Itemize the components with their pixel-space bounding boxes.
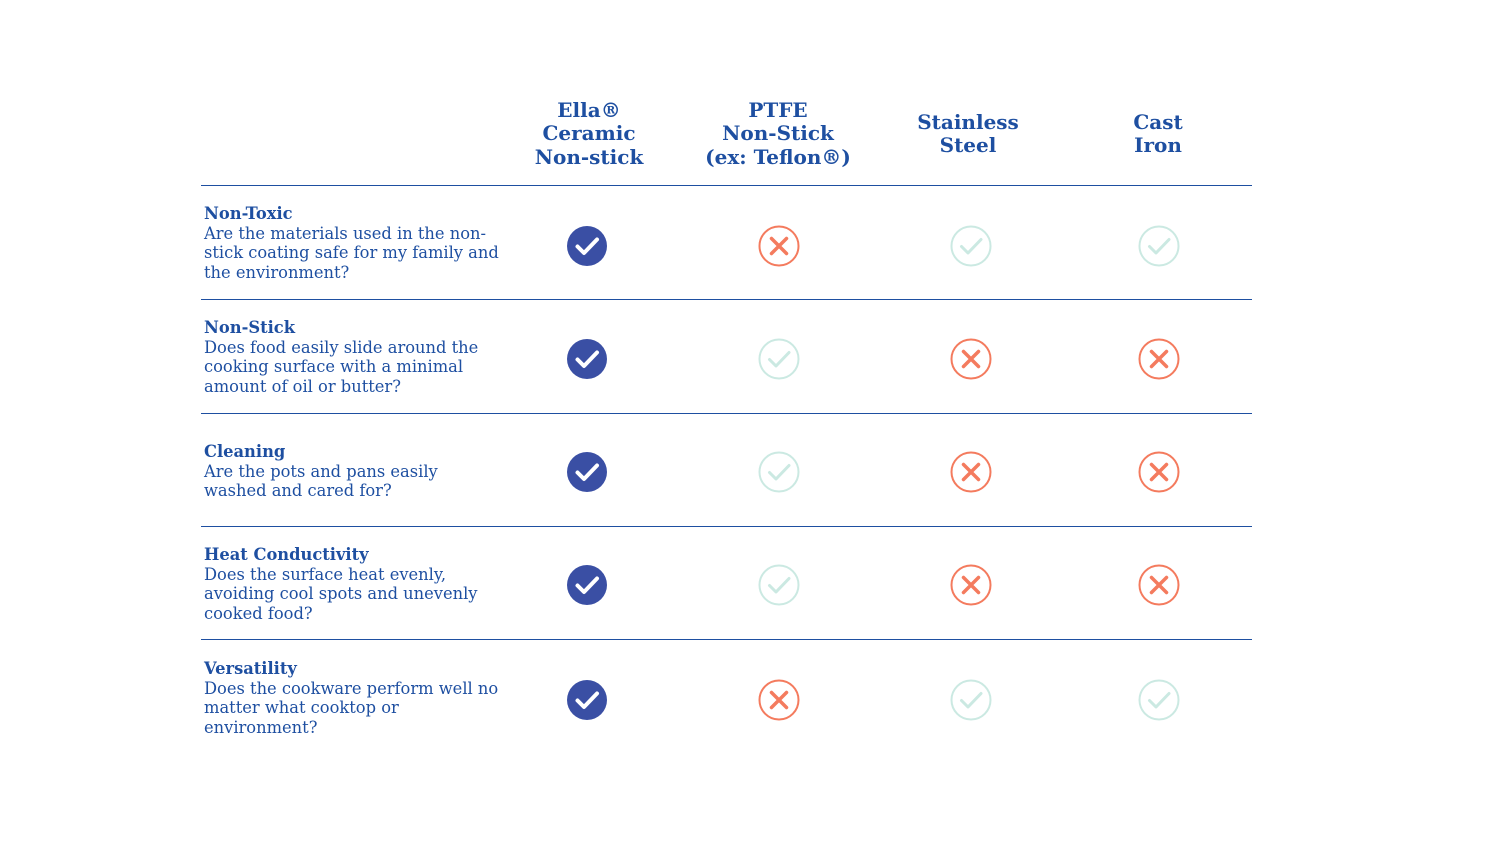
check-circle-outline-icon: [950, 225, 992, 267]
row-label-cleaning: Cleaning Are the pots and pans easily wa…: [204, 442, 504, 501]
column-header-ptfe: PTFE Non-Stick (ex: Teflon®): [705, 97, 851, 169]
check-circle-outline-icon: [1138, 225, 1180, 267]
row-title: Heat Conductivity: [204, 545, 369, 564]
row-title: Non-Toxic: [204, 204, 293, 223]
check-circle-outline-icon: [758, 451, 800, 493]
check-circle-outline-icon: [950, 679, 992, 721]
check-circle-outline-icon: [758, 564, 800, 606]
row-description: Does food easily slide around the cookin…: [204, 337, 479, 396]
row-description: Does the cookware perform well no matter…: [204, 678, 499, 737]
check-circle-filled-icon: [566, 451, 608, 493]
row-label-heat-conductivity: Heat Conductivity Does the surface heat …: [204, 545, 504, 623]
x-circle-icon: [758, 225, 800, 267]
row-divider: [201, 185, 1252, 186]
row-title: Non-Stick: [204, 318, 295, 337]
column-header-ella-ceramic: Ella® Ceramic Non-stick: [534, 97, 644, 169]
x-circle-icon: [1138, 338, 1180, 380]
row-description: Are the materials used in the non-stick …: [204, 223, 499, 282]
x-circle-icon: [1138, 451, 1180, 493]
x-circle-icon: [950, 338, 992, 380]
row-divider: [201, 639, 1252, 640]
x-circle-icon: [1138, 564, 1180, 606]
x-circle-icon: [758, 679, 800, 721]
x-circle-icon: [950, 564, 992, 606]
row-label-non-stick: Non-Stick Does food easily slide around …: [204, 318, 504, 396]
row-title: Versatility: [204, 659, 297, 678]
row-description: Are the pots and pans easily washed and …: [204, 461, 438, 501]
check-circle-outline-icon: [758, 338, 800, 380]
column-header-cast-iron: Cast Iron: [1133, 109, 1183, 157]
check-circle-outline-icon: [1138, 679, 1180, 721]
row-divider: [201, 299, 1252, 300]
row-title: Cleaning: [204, 442, 286, 461]
row-divider: [201, 526, 1252, 527]
check-circle-filled-icon: [566, 564, 608, 606]
check-circle-filled-icon: [566, 679, 608, 721]
check-circle-filled-icon: [566, 225, 608, 267]
row-label-non-toxic: Non-Toxic Are the materials used in the …: [204, 204, 504, 282]
x-circle-icon: [950, 451, 992, 493]
check-circle-filled-icon: [566, 338, 608, 380]
row-divider: [201, 413, 1252, 414]
row-description: Does the surface heat evenly, avoiding c…: [204, 564, 478, 623]
row-label-versatility: Versatility Does the cookware perform we…: [204, 659, 504, 737]
column-header-stainless-steel: Stainless Steel: [917, 109, 1019, 157]
